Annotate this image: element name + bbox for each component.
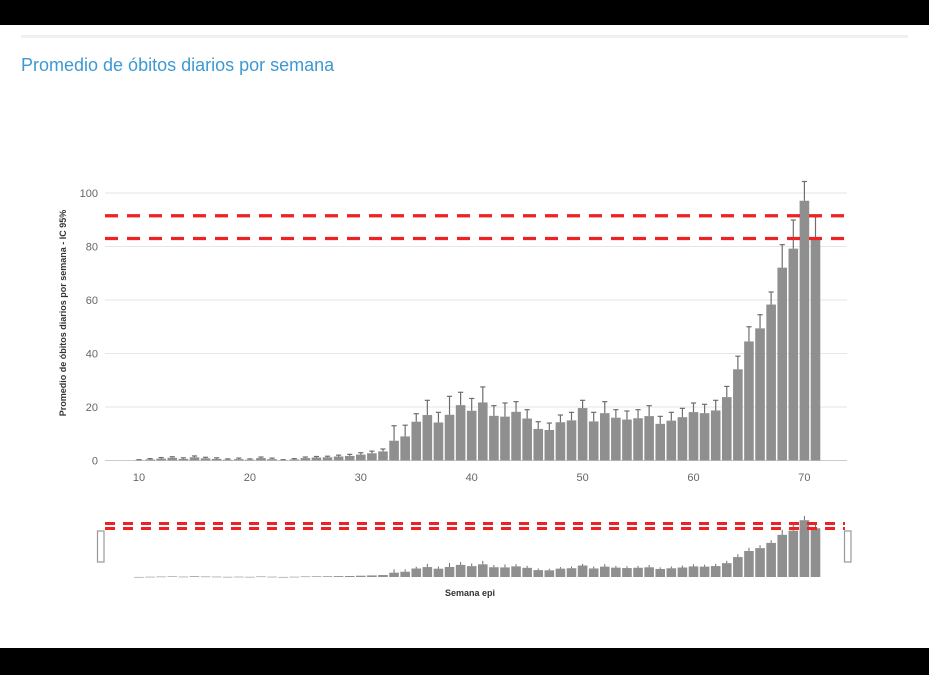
range-navigator[interactable]	[96, 515, 852, 578]
bar-week-13	[167, 457, 178, 461]
bar-week-57	[655, 423, 666, 461]
y-tick-label: 20	[86, 402, 98, 414]
bar-week-26	[311, 457, 322, 461]
header-divider	[21, 35, 908, 38]
bar-week-54	[622, 419, 632, 461]
bar-week-49	[566, 420, 577, 461]
bottom-letterbox-bar	[0, 648, 929, 675]
bar-week-33	[389, 440, 399, 461]
x-tick-label: 60	[687, 472, 699, 484]
navigator-left-handle[interactable]	[96, 530, 105, 563]
bar-week-34	[400, 436, 410, 461]
bar-week-70	[799, 200, 810, 461]
x-axis-tick-labels: 10 20 30 40 50 60 70	[133, 472, 811, 484]
bar-week-51	[588, 421, 599, 461]
bar-week-47	[544, 430, 555, 461]
bar-week-59	[677, 417, 688, 461]
bar-week-65	[744, 341, 754, 461]
bar-week-64	[733, 369, 743, 461]
bar-week-53	[611, 417, 621, 461]
bar-week-19	[234, 459, 244, 461]
bar-week-38	[444, 414, 455, 461]
bar-week-52	[599, 413, 610, 461]
x-tick-label: 70	[798, 472, 810, 484]
bar-week-69	[788, 248, 799, 461]
y-tick-label: 60	[86, 295, 98, 307]
bar-week-71	[810, 237, 821, 461]
x-tick-label: 30	[355, 472, 367, 484]
bar-week-30	[356, 454, 366, 461]
top-letterbox-bar	[0, 0, 929, 25]
bar-week-63	[721, 397, 732, 461]
y-tick-label: 100	[80, 188, 98, 200]
bar-week-32	[378, 451, 388, 461]
y-tick-label: 40	[86, 349, 98, 361]
navigator-ci-reference-lines	[105, 521, 845, 530]
bar-week-27	[322, 457, 333, 461]
bar-series	[134, 200, 821, 461]
bar-week-17	[211, 458, 222, 461]
bar-week-62	[710, 410, 721, 461]
bar-week-37	[433, 422, 444, 461]
bar-week-61	[699, 413, 710, 461]
navigator-bars	[134, 515, 821, 578]
y-tick-label: 80	[86, 242, 98, 254]
x-axis-title: Semana epi	[445, 588, 495, 598]
bar-week-11	[145, 459, 155, 461]
y-axis-tick-labels: 0 20 40 60 80 100	[80, 188, 98, 468]
bar-week-25	[300, 458, 311, 461]
bar-week-31	[367, 453, 377, 461]
bar-week-60	[688, 412, 699, 461]
bar-week-41	[477, 402, 488, 461]
bar-week-12	[156, 458, 166, 461]
error-bars	[136, 180, 819, 461]
bar-week-58	[666, 420, 677, 461]
y-tick-label: 0	[92, 456, 98, 468]
bar-week-39	[455, 405, 466, 461]
bar-week-40	[466, 410, 477, 461]
bar-week-46	[533, 428, 544, 461]
x-tick-label: 10	[133, 472, 145, 484]
bar-week-42	[489, 415, 499, 461]
y-axis-title: Promedio de óbitos diarios por semana - …	[58, 210, 68, 417]
x-tick-label: 20	[244, 472, 256, 484]
bar-week-36	[422, 415, 433, 461]
bar-week-14	[178, 458, 189, 461]
bar-week-43	[500, 416, 510, 461]
bar-week-44	[511, 411, 521, 461]
bar-week-24	[289, 459, 300, 461]
bar-week-20	[245, 459, 255, 461]
x-tick-label: 40	[466, 472, 478, 484]
bar-week-28	[333, 456, 344, 461]
chart-title: Promedio de óbitos diarios por semana	[21, 55, 335, 75]
bar-week-21	[256, 458, 266, 461]
bar-week-56	[644, 416, 654, 461]
bar-week-55	[633, 418, 643, 461]
bar-week-67	[766, 304, 776, 461]
bar-week-29	[344, 455, 355, 461]
bar-week-45	[522, 418, 532, 461]
bar-week-22	[267, 459, 277, 461]
bar-week-50	[577, 408, 588, 461]
bar-week-68	[777, 267, 788, 461]
x-tick-label: 50	[576, 472, 588, 484]
bar-week-15	[189, 457, 200, 461]
ci-reference-lines	[105, 214, 847, 241]
bar-week-18	[222, 459, 233, 461]
bar-week-66	[755, 328, 765, 461]
bar-week-35	[411, 421, 422, 461]
bar-week-16	[200, 458, 211, 461]
bar-week-48	[555, 422, 566, 461]
navigator-right-handle[interactable]	[843, 530, 852, 563]
